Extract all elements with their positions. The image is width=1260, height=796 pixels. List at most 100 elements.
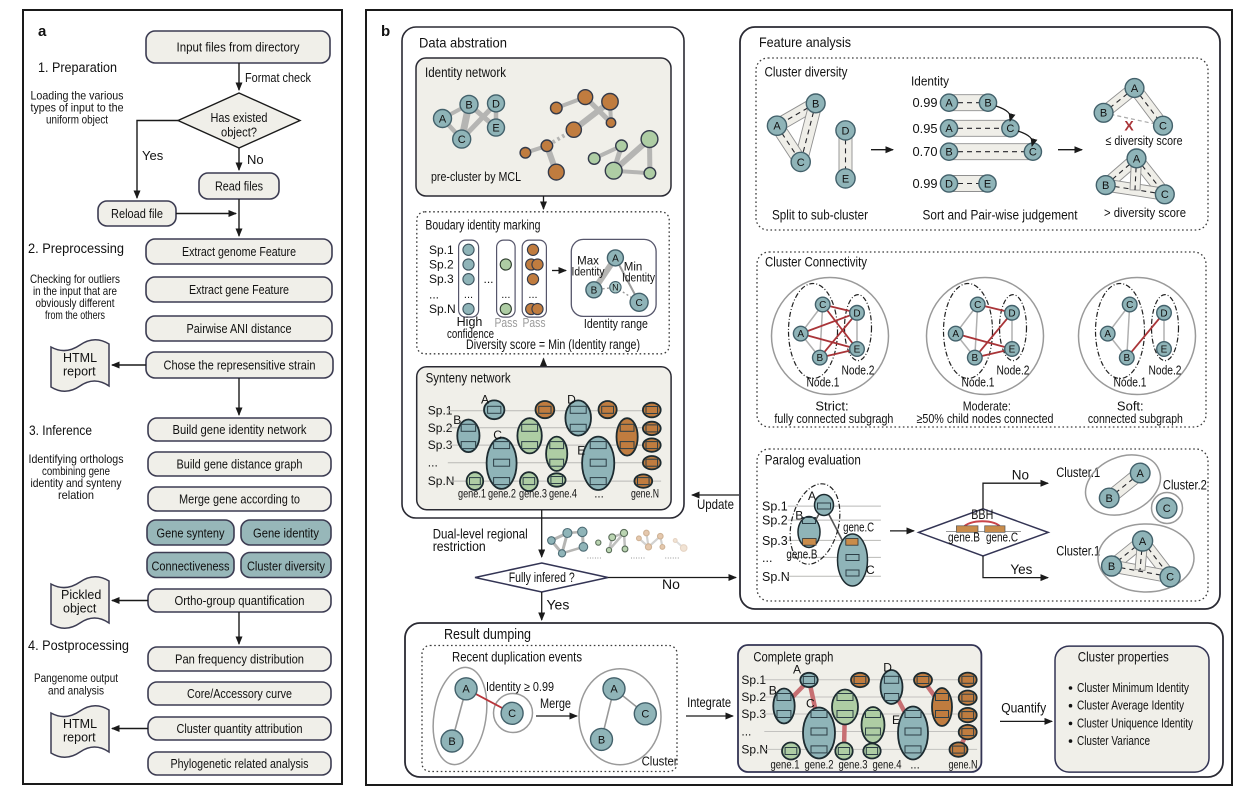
svg-text:Sort and Pair-wise judgement: Sort and Pair-wise judgement	[923, 208, 1078, 223]
svg-text:Data abstration: Data abstration	[419, 35, 507, 51]
svg-text:B: B	[448, 736, 455, 748]
svg-text:...: ...	[528, 289, 537, 301]
svg-text:Chose the represensitive strai: Chose the represensitive strain	[164, 358, 316, 373]
svg-text:Sp.3: Sp.3	[762, 534, 788, 548]
svg-text:Identity: Identity	[911, 74, 949, 89]
svg-text:B: B	[816, 353, 823, 364]
svg-text:gene.2: gene.2	[805, 760, 834, 772]
svg-text:BBH: BBH	[971, 507, 993, 522]
svg-text:B: B	[453, 413, 461, 427]
svg-text:C: C	[1029, 147, 1037, 159]
svg-text:Quantify: Quantify	[1001, 701, 1046, 716]
svg-text:...: ...	[762, 551, 772, 565]
svg-text:Sp.2: Sp.2	[741, 690, 766, 704]
svg-text:Node.1: Node.1	[962, 376, 995, 390]
svg-text:A: A	[1139, 536, 1147, 548]
svg-text:Format check: Format check	[245, 70, 311, 85]
svg-text:Node.1: Node.1	[807, 376, 840, 390]
svg-text:≥50% child nodes connected: ≥50% child nodes connected	[917, 411, 1054, 426]
svg-text:in the input that are: in the input that are	[33, 284, 117, 298]
svg-text:N: N	[612, 282, 619, 292]
svg-text:Read files: Read files	[215, 179, 263, 194]
svg-text:Boudary identity marking: Boudary identity marking	[425, 218, 540, 233]
svg-text:Moderate:: Moderate:	[963, 399, 1011, 414]
svg-text:Node.2: Node.2	[1149, 364, 1182, 378]
svg-text:identity and synteny: identity and synteny	[31, 476, 122, 490]
svg-text:Has existed: Has existed	[211, 110, 268, 125]
svg-text:B: B	[1100, 108, 1107, 120]
svg-text:......: ......	[665, 551, 680, 561]
svg-text:and analysis: and analysis	[48, 684, 104, 698]
svg-text:No: No	[1012, 468, 1029, 483]
svg-text:E: E	[892, 713, 900, 727]
svg-text:B: B	[812, 98, 819, 110]
svg-text:restriction: restriction	[433, 539, 486, 554]
svg-text:pre-cluster by MCL: pre-cluster by MCL	[431, 169, 521, 184]
svg-text:0.99: 0.99	[913, 95, 938, 110]
svg-text:Identifying orthologs: Identifying orthologs	[29, 452, 124, 466]
svg-text:D: D	[567, 392, 576, 406]
svg-text:report: report	[63, 731, 96, 745]
svg-text:Synteny network: Synteny network	[426, 371, 511, 386]
svg-text:types of input to the: types of input to the	[31, 101, 124, 115]
svg-text:Cluster Uniquence Identity: Cluster Uniquence Identity	[1077, 715, 1193, 730]
svg-text:A: A	[462, 684, 470, 696]
svg-text:A: A	[773, 121, 781, 133]
svg-text:gene.3: gene.3	[839, 760, 868, 772]
svg-text:Cluster Average Identity: Cluster Average Identity	[1077, 698, 1184, 713]
svg-text:Diversity score = Min (Identit: Diversity score = Min (Identity range)	[466, 337, 640, 352]
svg-text:D: D	[883, 661, 892, 675]
svg-text:Yes: Yes	[547, 597, 570, 613]
svg-text:High: High	[457, 315, 483, 329]
svg-text:Extract genome Feature: Extract genome Feature	[182, 244, 296, 259]
svg-text:Pass: Pass	[495, 316, 518, 330]
svg-text:Cluster diversity: Cluster diversity	[765, 65, 848, 80]
svg-text:gene.1: gene.1	[771, 760, 800, 772]
svg-text:Update: Update	[697, 496, 734, 512]
svg-text:> diversity score: > diversity score	[1104, 205, 1186, 220]
svg-text:Sp.N: Sp.N	[741, 743, 768, 757]
svg-text:gene.4: gene.4	[549, 489, 577, 501]
svg-text:D: D	[492, 98, 500, 110]
svg-text:3. Inference: 3. Inference	[29, 423, 92, 438]
svg-text:E: E	[1161, 345, 1168, 356]
svg-text:C: C	[974, 300, 981, 311]
svg-text:Sp.2: Sp.2	[762, 514, 788, 528]
svg-text:D: D	[945, 178, 953, 190]
svg-text:B: B	[598, 734, 605, 746]
svg-text:Cluster diversity: Cluster diversity	[247, 559, 325, 574]
svg-text:a: a	[38, 23, 47, 40]
svg-text:...: ...	[483, 272, 493, 286]
svg-text:Cluster.1: Cluster.1	[1056, 543, 1100, 558]
svg-text:A: A	[945, 123, 953, 135]
svg-text:b: b	[381, 23, 390, 40]
svg-text:A: A	[1137, 468, 1145, 480]
svg-text:B: B	[769, 684, 777, 698]
svg-text:Gene synteny: Gene synteny	[157, 526, 225, 541]
svg-text:HTML: HTML	[63, 717, 97, 731]
svg-text:X: X	[1124, 118, 1134, 134]
svg-text:Pass: Pass	[523, 316, 546, 330]
svg-text:No: No	[662, 576, 680, 592]
svg-text:C: C	[458, 134, 466, 146]
svg-text:Reload file: Reload file	[111, 206, 163, 221]
svg-text:Gene identity: Gene identity	[253, 526, 319, 541]
svg-text:Yes: Yes	[1010, 562, 1032, 577]
svg-text:Extract gene Feature: Extract gene Feature	[189, 282, 289, 297]
svg-text:Integrate: Integrate	[687, 695, 731, 710]
svg-text:Node.1: Node.1	[1114, 376, 1147, 390]
svg-text:Ortho-group quantification: Ortho-group quantification	[175, 593, 305, 608]
svg-text:object?: object?	[221, 125, 257, 140]
svg-text:B: B	[1106, 493, 1113, 505]
svg-text:Cluster.1: Cluster.1	[1056, 465, 1100, 480]
svg-text:gene.C: gene.C	[843, 521, 874, 535]
svg-text:Sp.1: Sp.1	[429, 243, 454, 257]
svg-text:...: ...	[594, 489, 604, 501]
svg-text:Merge: Merge	[540, 696, 571, 711]
svg-text:gene.B: gene.B	[786, 548, 817, 562]
svg-text:...: ...	[464, 289, 473, 301]
svg-text:Soft:: Soft:	[1117, 399, 1144, 414]
svg-text:E: E	[1009, 345, 1016, 356]
svg-text:Strict:: Strict:	[815, 399, 848, 414]
svg-text:A: A	[793, 663, 801, 677]
